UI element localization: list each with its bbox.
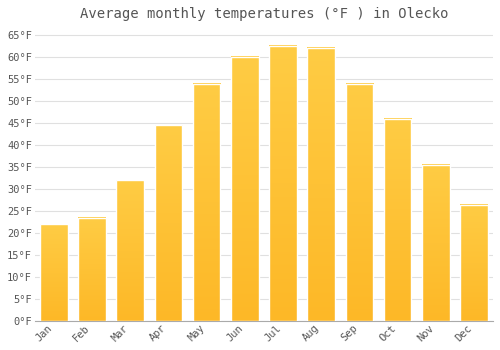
Bar — [422, 165, 450, 321]
Bar — [154, 125, 182, 321]
Bar — [231, 57, 258, 321]
Bar — [193, 84, 220, 321]
Bar — [460, 205, 487, 321]
Bar — [308, 48, 335, 321]
Title: Average monthly temperatures (°F ) in Olecko: Average monthly temperatures (°F ) in Ol… — [80, 7, 448, 21]
Bar — [346, 84, 373, 321]
Bar — [78, 218, 106, 321]
Bar — [384, 119, 411, 321]
Bar — [116, 180, 144, 321]
Bar — [40, 224, 68, 321]
Bar — [269, 46, 296, 321]
